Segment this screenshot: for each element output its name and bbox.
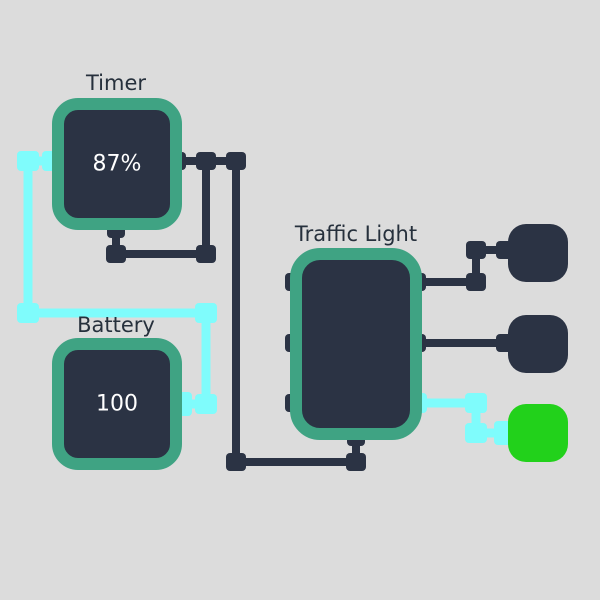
lamp-bottom-icon (508, 404, 568, 462)
wire-node (226, 453, 246, 471)
wire-lamp-top[interactable] (411, 246, 514, 286)
wire-traffic-to-lamp-bottom[interactable] (410, 398, 515, 438)
wire-node (195, 394, 217, 414)
lamp-top-icon (508, 224, 568, 282)
timer-component[interactable]: 87% (52, 98, 182, 230)
timer-value: 87% (92, 151, 142, 177)
timer-label: Timer (85, 71, 147, 95)
wire-node (17, 303, 39, 323)
wire-node (465, 423, 487, 443)
wire-node (466, 241, 486, 259)
wire-node (196, 245, 216, 263)
wire-node (106, 245, 126, 263)
traffic-light-label: Traffic Light (294, 222, 418, 246)
wire-node (195, 303, 217, 323)
lamp-middle-icon (508, 315, 568, 373)
battery-component[interactable]: 100 (52, 338, 182, 470)
wire-node (226, 152, 246, 170)
traffic-light-component[interactable] (290, 248, 422, 440)
wire-node (346, 453, 366, 471)
battery-label: Battery (77, 313, 155, 337)
wire-node (196, 152, 216, 170)
wire-node (465, 393, 487, 413)
wire-node (466, 273, 486, 291)
battery-value: 100 (96, 391, 138, 417)
wire-node (17, 151, 39, 171)
